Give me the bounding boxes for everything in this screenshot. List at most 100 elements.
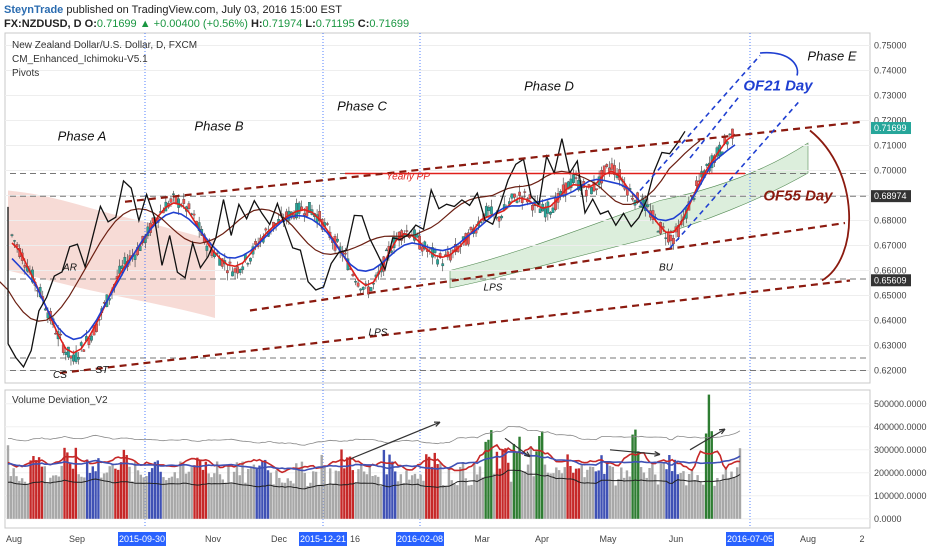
trend-channel-line [124, 120, 863, 203]
volume-bar [490, 430, 493, 519]
volume-bar [343, 468, 346, 519]
volume-bar [63, 447, 66, 519]
volume-bar [600, 455, 603, 519]
volume-bar [668, 455, 671, 519]
volume-bar [487, 439, 490, 519]
price-tick-label: 0.66000 [874, 266, 907, 276]
volume-bar [379, 486, 383, 519]
kijun-line [11, 144, 736, 341]
candle-body [510, 193, 514, 199]
candle-body [172, 193, 175, 195]
volume-bar [60, 465, 63, 519]
symbol-label: FX:NZDUSD, D [4, 18, 82, 30]
trend-arrow-head [524, 451, 531, 458]
volume-bar [453, 484, 456, 519]
volume-bar [368, 466, 371, 519]
candle-body [551, 207, 555, 213]
volume-bar [614, 485, 617, 519]
candle-body [174, 196, 178, 203]
volume-bar [136, 470, 140, 519]
volume-bar [393, 471, 397, 519]
volume-bar [309, 482, 312, 519]
candle-body [531, 205, 534, 211]
volume-bar [433, 452, 436, 519]
volume-bar [552, 473, 555, 519]
price-tick-label: 0.62000 [874, 366, 907, 376]
volume-bar [436, 464, 439, 519]
volume-bar [628, 476, 631, 519]
candle-body [187, 203, 191, 210]
volume-bar [450, 480, 453, 519]
volume-tick-label: 400000.0000 [874, 422, 927, 432]
volume-slow-avg [7, 450, 741, 472]
volume-bar [207, 473, 210, 519]
volume-bar [625, 470, 629, 519]
volume-bar [340, 449, 343, 519]
publisher-name[interactable]: SteynTrade [4, 4, 64, 16]
volume-bar [266, 470, 270, 519]
volume-lower-band [7, 469, 741, 490]
candle-body [343, 252, 347, 255]
ichimoku-legend[interactable]: CM_Enhanced_Ichimoku-V5.1 [12, 54, 148, 65]
volume-bar [252, 464, 256, 519]
chart-header: SteynTrade published on TradingView.com,… [0, 0, 932, 32]
volume-bar [402, 482, 405, 519]
candle-body [205, 245, 209, 251]
volume-bar [295, 463, 298, 519]
volume-bar [577, 468, 581, 519]
ohlc-line: FX:NZDUSD, D O:0.71699 ▲ +0.00400 (+0.56… [4, 18, 409, 30]
volume-bar [230, 483, 233, 519]
volume-bar [184, 473, 188, 519]
candle-body [664, 237, 668, 239]
volume-bar [733, 477, 736, 519]
volume-legend[interactable]: Volume Deviation_V2 [12, 395, 108, 406]
candle-body [169, 198, 173, 203]
volume-bar [555, 467, 558, 519]
volume-bar [272, 484, 275, 519]
volume-bar [57, 476, 61, 519]
candle-body [666, 232, 670, 243]
candle-body [15, 244, 19, 247]
volume-bar [724, 466, 728, 519]
volume-bar [232, 471, 236, 519]
volume-bar [495, 451, 499, 519]
volume-bar [563, 467, 566, 519]
volume-bar [532, 476, 535, 519]
volume-bar [648, 468, 651, 519]
volume-upper-band [7, 426, 741, 446]
volume-bar [538, 436, 541, 519]
volume-bar [85, 459, 89, 519]
volume-bar [439, 463, 442, 519]
volume-bar [241, 461, 244, 519]
price-panel [4, 32, 871, 384]
volume-bar [283, 482, 287, 519]
time-tick-label: Aug [6, 534, 22, 544]
price-tag-bg [871, 274, 911, 287]
volume-bar [117, 469, 120, 519]
volume-tick-label: 300000.0000 [874, 445, 927, 455]
volume-bar [289, 480, 292, 519]
pivots-legend[interactable]: Pivots [12, 68, 40, 79]
volume-bar [362, 471, 366, 519]
volume-bar [583, 477, 586, 519]
volume-bar [91, 466, 94, 519]
price-tag-label: 0.65609 [874, 275, 907, 285]
volume-bar [201, 469, 205, 519]
price-tag-bg [871, 190, 911, 203]
candle-body [538, 208, 542, 214]
price-tick-label: 0.68000 [874, 216, 907, 226]
price-tick-label: 0.75000 [874, 41, 907, 51]
volume-bar [524, 471, 527, 519]
time-tick-label: Mar [474, 534, 490, 544]
annotation-label: LPS [369, 328, 388, 339]
time-tick-label: Dec [271, 534, 288, 544]
candle-body [669, 235, 673, 242]
volume-bar [125, 455, 128, 519]
low-label: L: [305, 18, 316, 30]
published-text: published on TradingView.com, July 03, 2… [63, 4, 342, 16]
volume-bar [326, 485, 329, 519]
candle-body [587, 184, 591, 187]
volume-bar [611, 466, 615, 519]
annotation-label: Phase A [58, 129, 107, 144]
